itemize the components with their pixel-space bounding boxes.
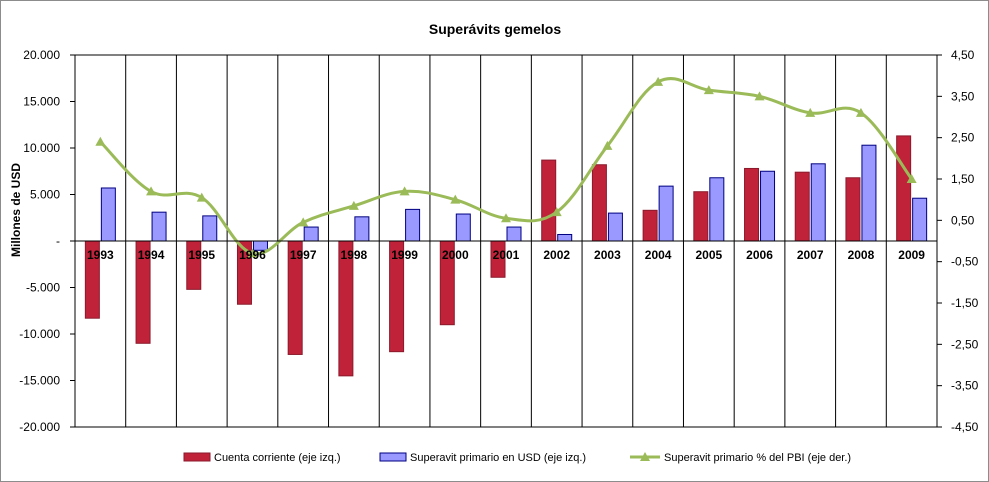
y2-tick-label: -1,50 [951, 296, 979, 310]
legend-item-superavit-usd: Superavit primario en USD (eje izq.) [379, 452, 586, 464]
line-marker-triangle [146, 186, 157, 196]
y2-tick-label: 2,50 [951, 131, 975, 145]
bar-cuenta-corriente [693, 191, 709, 242]
x-tick-label: 2000 [442, 248, 469, 262]
legend-label: Superavit primario % del PBI (eje der.) [664, 452, 851, 464]
bar-superavit-primario-usd [810, 163, 826, 242]
line-marker-triangle [348, 200, 359, 210]
line-marker-triangle [450, 194, 461, 204]
y2-tick-label: -3,50 [951, 379, 979, 393]
x-tick-label: 2003 [594, 248, 621, 262]
y-tick-label: -20.000 [19, 420, 60, 434]
bar-superavit-primario-usd [202, 215, 218, 242]
bar-cuenta-corriente [896, 135, 912, 242]
line-marker-triangle [855, 107, 866, 117]
bar-superavit-primario-usd [557, 233, 573, 242]
bar-superavit-primario-usd [607, 212, 623, 242]
x-tick-label: 2006 [746, 248, 773, 262]
bar-superavit-primario-usd [405, 208, 421, 242]
bar-superavit-primario-usd [455, 213, 471, 242]
line-marker-triangle [298, 217, 309, 227]
y-tick-label: 20.000 [23, 48, 60, 62]
bar-superavit-primario-usd [100, 187, 116, 242]
y-tick-label: -10.000 [19, 327, 60, 341]
x-tick-label: 1996 [239, 248, 266, 262]
line-marker-triangle [95, 136, 106, 146]
line-marker-triangle [551, 207, 562, 217]
bar-superavit-primario-usd [151, 211, 167, 242]
y-tick-label: 5.000 [30, 188, 60, 202]
bar-superavit-primario-usd [506, 226, 522, 242]
x-tick-label: 1999 [391, 248, 418, 262]
x-tick-label: 2009 [898, 248, 925, 262]
y2-tick-label: -2,50 [951, 337, 979, 351]
line-marker-triangle [196, 192, 207, 202]
line-marker-triangle [602, 140, 613, 150]
chart-title: Superávits gemelos [429, 21, 561, 37]
bar-superavit-primario-usd [861, 144, 877, 242]
y2-tick-label: 0,50 [951, 213, 975, 227]
bar-superavit-primario-usd [354, 216, 370, 242]
x-tick-label: 2005 [695, 248, 722, 262]
legend: Cuenta corriente (eje izq.) Superavit pri… [183, 452, 851, 464]
bar-superavit-primario-usd [760, 170, 776, 242]
bar-cuenta-corriente [541, 159, 557, 242]
x-tick-label: 1994 [138, 248, 165, 262]
legend-item-cuenta-corriente: Cuenta corriente (eje izq.) [183, 452, 341, 464]
line-marker-triangle [754, 91, 765, 101]
y-axis-label: Millones de USD [9, 163, 23, 257]
x-tick-label: 2008 [848, 248, 875, 262]
y-tick-label: - [56, 234, 60, 248]
x-tick-label: 2001 [493, 248, 520, 262]
bar-superavit-primario-usd [658, 185, 674, 242]
line-marker-triangle [906, 174, 917, 183]
x-tick-label: 2004 [645, 248, 672, 262]
y-tick-label: 15.000 [23, 95, 60, 109]
y-tick-label: 10.000 [23, 141, 60, 155]
bar-superavit-primario-usd [709, 177, 725, 242]
bar-cuenta-corriente [744, 167, 760, 242]
bar-cuenta-corriente [845, 177, 861, 242]
legend-label: Cuenta corriente (eje izq.) [214, 452, 341, 464]
x-tick-label: 2007 [797, 248, 824, 262]
y-tick-label: -5.000 [26, 281, 60, 295]
x-tick-label: 1995 [188, 248, 215, 262]
line-marker-triangle [247, 248, 258, 258]
y-tick-label: -15.000 [19, 374, 60, 388]
line-marker-triangle [399, 186, 410, 196]
x-tick-label: 1997 [290, 248, 317, 262]
y2-tick-label: -0,50 [951, 255, 979, 269]
y2-tick-label: 1,50 [951, 172, 975, 186]
legend-swatch [183, 452, 211, 462]
x-tick-label: 1998 [341, 248, 368, 262]
y2-tick-label: -4,50 [951, 420, 979, 434]
legend-label: Superavit primario en USD (eje izq.) [410, 452, 586, 464]
x-tick-label: 2002 [543, 248, 570, 262]
y2-tick-label: 4,50 [951, 48, 975, 62]
x-tick-label: 1993 [87, 248, 114, 262]
bar-cuenta-corriente [794, 171, 810, 242]
bar-cuenta-corriente [642, 209, 658, 242]
bars-layer [84, 135, 928, 377]
line-marker-triangle [653, 76, 664, 86]
bar-superavit-primario-usd [912, 197, 928, 242]
legend-swatch-marker [640, 452, 650, 461]
line-layer [95, 76, 917, 258]
line-marker-triangle [805, 107, 816, 117]
bar-cuenta-corriente [591, 164, 607, 242]
line-marker-triangle [703, 85, 714, 95]
legend-swatch [379, 452, 407, 462]
y2-tick-label: 3,50 [951, 89, 975, 103]
bar-superavit-primario-usd [303, 226, 319, 242]
line-marker-triangle [501, 213, 511, 223]
legend-item-superavit-pbi: Superavit primario % del PBI (eje der.) [630, 452, 851, 464]
axes-layer: 1993 1994 1995 1996 1997 1998 1999 2000 2001 2002… [19, 48, 978, 434]
